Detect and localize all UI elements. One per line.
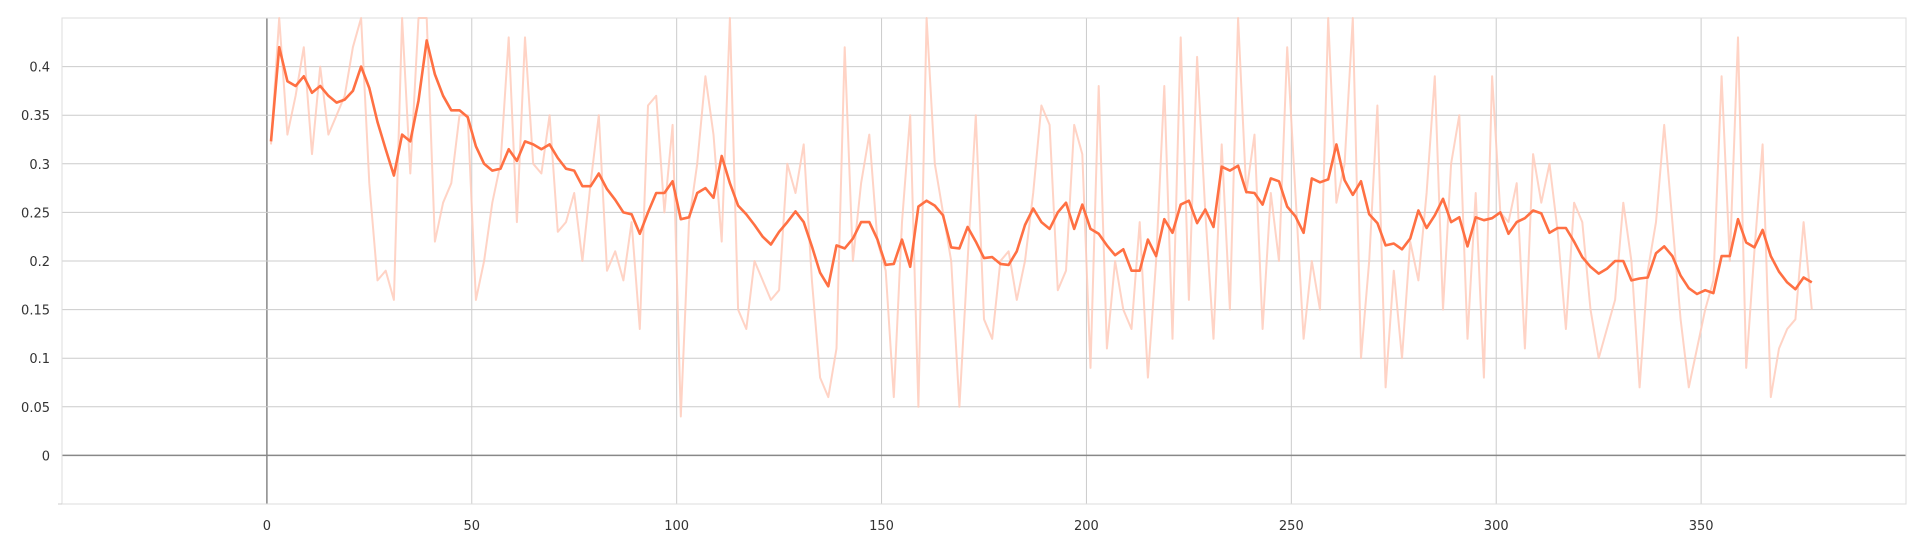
x-tick-label: 350 — [1689, 519, 1714, 534]
x-tick-label: 50 — [464, 519, 481, 534]
y-tick-label: 0.2 — [29, 255, 50, 270]
plot-area-border — [61, 17, 1907, 505]
y-tick-label: 0 — [42, 449, 50, 464]
x-tick-label: 300 — [1484, 519, 1509, 534]
x-tick-label: 200 — [1074, 519, 1099, 534]
y-axis-ticks: 0 0.05 0.1 0.15 0.2 0.25 0.3 0.35 0.4 — [21, 61, 62, 505]
x-tick-label: 0 — [263, 519, 271, 534]
grid-layer — [62, 18, 1906, 504]
y-tick-label: 0.35 — [21, 109, 50, 124]
y-tick-label: 0.3 — [29, 158, 50, 173]
x-axis-ticks: 0 50 100 150 200 250 300 350 — [263, 519, 1714, 534]
x-tick-label: 250 — [1279, 519, 1304, 534]
raw-series-line — [270, 17, 1813, 418]
x-tick-label: 150 — [869, 519, 894, 534]
y-tick-label: 0.1 — [29, 352, 50, 367]
y-tick-label: 0.05 — [21, 401, 50, 416]
y-tick-label: 0.15 — [21, 304, 50, 319]
y-tick-label: 0.4 — [29, 61, 50, 76]
x-tick-label: 100 — [664, 519, 689, 534]
smoothed-series-line — [269, 39, 1813, 296]
plot-frame — [61, 17, 1907, 505]
y-tick-label: 0.25 — [21, 206, 50, 221]
smoothed-series-layer — [269, 39, 1813, 296]
raw-series-layer — [270, 17, 1813, 418]
